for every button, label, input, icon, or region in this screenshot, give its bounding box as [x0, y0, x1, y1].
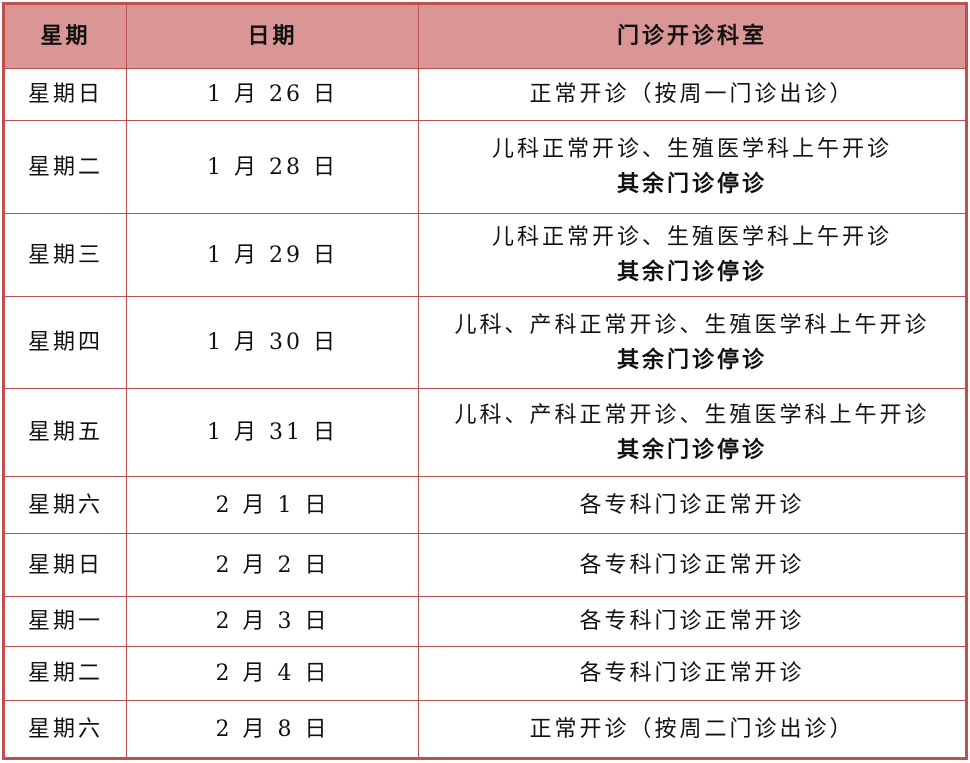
table-row: 星期日 1 月 26 日 正常开诊（按周一门诊出诊）	[3, 68, 967, 121]
clinics-cell: 儿科正常开诊、生殖医学科上午开诊 其余门诊停诊	[418, 213, 967, 297]
table-row: 星期二 1 月 28 日 儿科正常开诊、生殖医学科上午开诊 其余门诊停诊	[3, 120, 967, 214]
weekday-cell: 星期三	[3, 213, 127, 297]
clinics-cell: 各专科门诊正常开诊	[418, 596, 967, 647]
date-cell: 2 月 8 日	[126, 700, 419, 759]
clinics-cell: 儿科、产科正常开诊、生殖医学科上午开诊 其余门诊停诊	[418, 296, 967, 389]
date-cell: 1 月 28 日	[126, 120, 419, 214]
clinics-cell: 各专科门诊正常开诊	[418, 533, 967, 597]
header-weekday: 星期	[3, 3, 127, 69]
header-row: 星期 日期 门诊开诊科室	[3, 3, 967, 69]
date-cell: 2 月 3 日	[126, 596, 419, 647]
weekday-cell: 星期六	[3, 700, 127, 759]
clinics-cell: 儿科、产科正常开诊、生殖医学科上午开诊 其余门诊停诊	[418, 388, 967, 477]
table-row: 星期五 1 月 31 日 儿科、产科正常开诊、生殖医学科上午开诊 其余门诊停诊	[3, 388, 967, 477]
clinics-line: 各专科门诊正常开诊	[579, 609, 805, 634]
weekday-cell: 星期二	[3, 120, 127, 214]
closed-note: 其余门诊停诊	[616, 171, 767, 197]
date-cell: 1 月 30 日	[126, 296, 419, 389]
closed-note: 其余门诊停诊	[616, 259, 767, 285]
date-cell: 1 月 29 日	[126, 213, 419, 297]
table-row: 星期四 1 月 30 日 儿科、产科正常开诊、生殖医学科上午开诊 其余门诊停诊	[3, 296, 967, 389]
weekday-cell: 星期二	[3, 646, 127, 701]
date-cell: 1 月 26 日	[126, 68, 419, 121]
weekday-cell: 星期一	[3, 596, 127, 647]
header-clinics: 门诊开诊科室	[418, 3, 967, 69]
date-cell: 2 月 4 日	[126, 646, 419, 701]
clinics-line: 正常开诊（按周二门诊出诊）	[529, 716, 855, 742]
weekday-cell: 星期日	[3, 68, 127, 121]
clinics-cell: 儿科正常开诊、生殖医学科上午开诊 其余门诊停诊	[418, 120, 967, 214]
clinics-cell: 各专科门诊正常开诊	[418, 476, 967, 534]
closed-note: 其余门诊停诊	[616, 436, 767, 463]
table-row: 星期二 2 月 4 日 各专科门诊正常开诊	[3, 646, 967, 701]
clinics-cell: 正常开诊（按周一门诊出诊）	[418, 68, 967, 121]
clinics-line: 各专科门诊正常开诊	[579, 552, 805, 578]
date-cell: 2 月 2 日	[126, 533, 419, 597]
clinics-line: 各专科门诊正常开诊	[579, 661, 805, 686]
clinics-line: 各专科门诊正常开诊	[579, 492, 805, 518]
weekday-cell: 星期六	[3, 476, 127, 534]
weekday-cell: 星期四	[3, 296, 127, 389]
clinics-line: 儿科正常开诊、生殖医学科上午开诊	[491, 225, 892, 250]
clinics-line: 儿科、产科正常开诊、生殖医学科上午开诊	[454, 312, 930, 338]
table-row: 星期一 2 月 3 日 各专科门诊正常开诊	[3, 596, 967, 647]
weekday-cell: 星期日	[3, 533, 127, 597]
clinics-cell: 各专科门诊正常开诊	[418, 646, 967, 701]
date-cell: 1 月 31 日	[126, 388, 419, 477]
clinics-line: 正常开诊（按周一门诊出诊）	[529, 82, 855, 107]
table-row: 星期日 2 月 2 日 各专科门诊正常开诊	[3, 533, 967, 597]
clinics-cell: 正常开诊（按周二门诊出诊）	[418, 700, 967, 759]
table-row: 星期六 2 月 1 日 各专科门诊正常开诊	[3, 476, 967, 534]
table-row: 星期六 2 月 8 日 正常开诊（按周二门诊出诊）	[3, 700, 967, 759]
clinics-line: 儿科、产科正常开诊、生殖医学科上午开诊	[454, 402, 930, 428]
clinics-line: 儿科正常开诊、生殖医学科上午开诊	[491, 137, 892, 162]
closed-note: 其余门诊停诊	[616, 346, 767, 373]
header-date: 日期	[126, 3, 419, 69]
table-row: 星期三 1 月 29 日 儿科正常开诊、生殖医学科上午开诊 其余门诊停诊	[3, 213, 967, 297]
date-cell: 2 月 1 日	[126, 476, 419, 534]
weekday-cell: 星期五	[3, 388, 127, 477]
